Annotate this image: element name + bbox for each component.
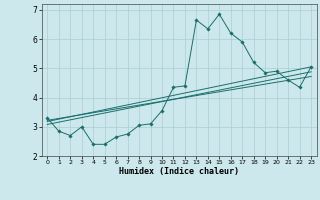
X-axis label: Humidex (Indice chaleur): Humidex (Indice chaleur) <box>119 167 239 176</box>
